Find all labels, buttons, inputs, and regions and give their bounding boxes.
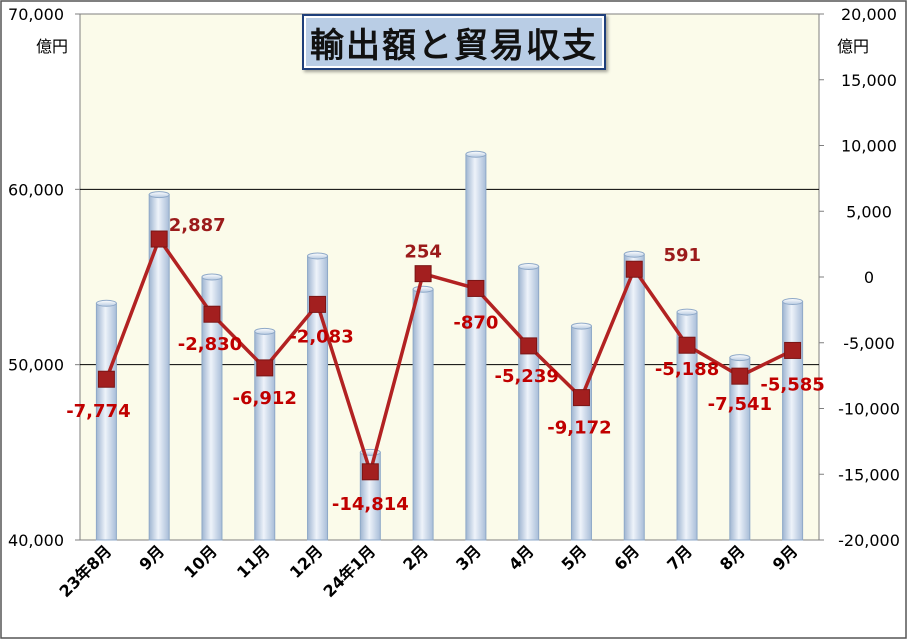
balance-marker: [572, 389, 590, 407]
right-tick-label: -5,000: [843, 334, 895, 353]
balance-data-label: -2,830: [178, 334, 242, 355]
balance-data-label: 591: [663, 245, 701, 266]
balance-marker: [414, 265, 432, 283]
balance-marker: [203, 305, 221, 323]
right-axis-unit: 億円: [837, 37, 869, 56]
export-bar-cap: [729, 354, 751, 362]
balance-data-label: -6,912: [233, 388, 297, 409]
data-labels: -7,774 2,887 -2,830 -6,912 -2,083 -14,814 254 -…: [66, 215, 825, 515]
balance-line-series: [97, 230, 802, 481]
chart-title-box: 輸出額と貿易収支: [302, 14, 606, 70]
balance-data-label: -5,239: [494, 366, 558, 387]
right-tick-label: -20,000: [838, 531, 900, 550]
export-bar-cap: [412, 285, 434, 293]
balance-data-label: -5,188: [655, 359, 719, 380]
balance-marker: [784, 341, 802, 359]
export-bar-cap: [676, 308, 698, 316]
balance-data-label: -870: [453, 312, 498, 333]
balance-marker: [467, 279, 485, 297]
export-bar: [518, 265, 540, 541]
balance-data-label: -7,774: [66, 401, 130, 422]
balance-marker: [150, 230, 168, 248]
right-tick-label: 15,000: [841, 71, 897, 90]
export-bar-cap: [782, 298, 804, 306]
right-tick-label: 20,000: [841, 5, 897, 24]
balance-data-label: 2,887: [169, 215, 226, 236]
balance-marker: [256, 359, 274, 377]
right-tick-label: 10,000: [841, 137, 897, 156]
right-tick-label: 5,000: [846, 202, 892, 221]
export-bar: [782, 301, 804, 541]
left-tick-label: 70,000: [8, 5, 64, 24]
export-bar: [623, 253, 645, 541]
left-axis: 40,000 50,000 60,000 70,000: [8, 5, 80, 550]
balance-marker: [309, 295, 327, 313]
right-tick-label: -10,000: [838, 400, 900, 419]
export-bar-cap: [95, 299, 117, 307]
balance-data-label: -2,083: [289, 326, 353, 347]
left-tick-label: 50,000: [8, 356, 64, 375]
export-bar-cap: [307, 252, 329, 260]
balance-line: [104, 237, 794, 474]
left-axis-unit: 億円: [36, 37, 68, 56]
balance-marker: [97, 370, 115, 388]
balance-marker: [625, 260, 643, 278]
balance-marker: [361, 463, 379, 481]
export-bar-cap: [254, 327, 276, 335]
balance-marker: [731, 367, 749, 385]
left-tick-label: 60,000: [8, 180, 64, 199]
left-tick-label: 40,000: [8, 531, 64, 550]
export-bar-cap: [623, 250, 645, 258]
export-bar: [465, 153, 487, 541]
right-tick-label: 0: [864, 268, 874, 287]
plot-area: [79, 13, 820, 541]
balance-data-label: 254: [404, 242, 442, 263]
export-bar-cap: [465, 150, 487, 158]
export-bar-cap: [201, 273, 223, 281]
export-bar-cap: [570, 322, 592, 330]
balance-data-label: -5,585: [760, 374, 824, 395]
export-bar: [729, 357, 751, 541]
export-bar-cap: [518, 262, 540, 270]
balance-marker: [678, 336, 696, 354]
chart-title: 輸出額と貿易収支: [310, 25, 598, 66]
right-axis: -20,000 -15,000 -10,000 -5,000 0 5,000 10,000 1…: [819, 5, 900, 550]
export-bar: [412, 288, 434, 541]
balance-data-label: -14,814: [332, 494, 409, 515]
balance-data-label: -9,172: [547, 418, 611, 439]
right-tick-label: -15,000: [838, 465, 900, 484]
export-bar-cap: [148, 191, 170, 199]
balance-data-label: -7,541: [708, 394, 772, 415]
balance-marker: [520, 337, 538, 355]
